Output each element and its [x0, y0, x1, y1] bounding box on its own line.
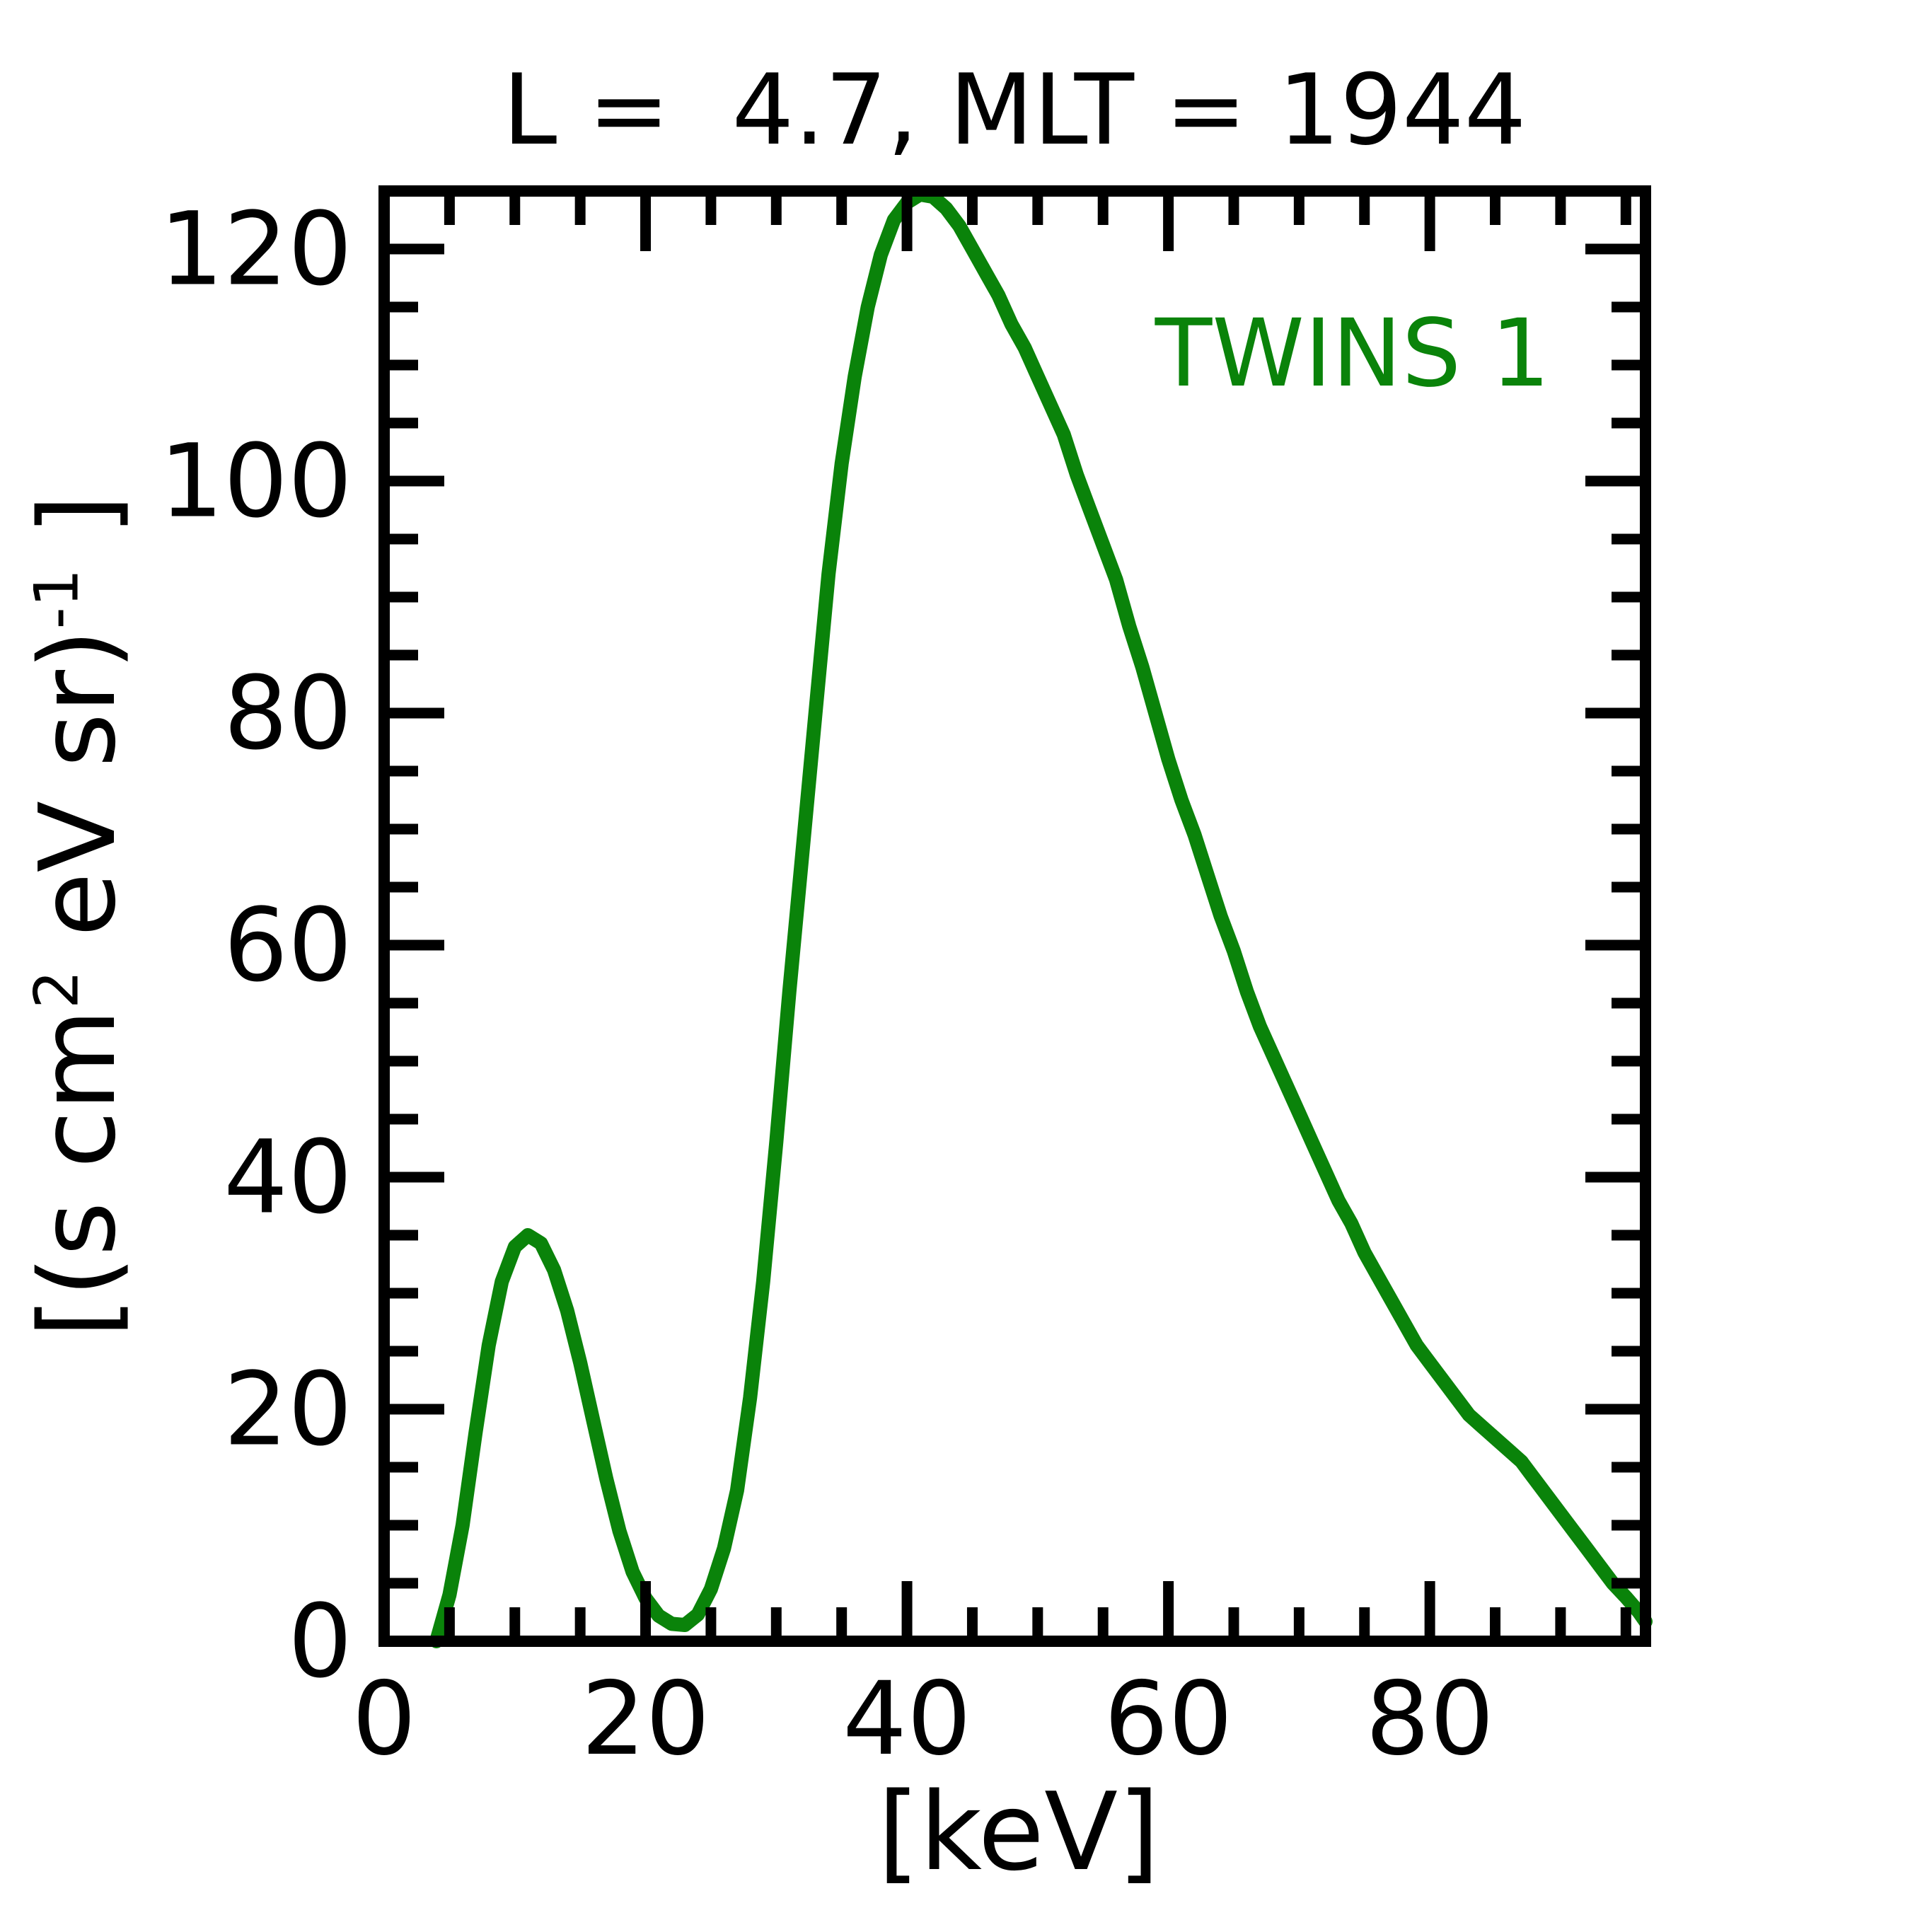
x-tick-label-0: 0 [352, 1660, 417, 1778]
x-tick-label-20: 20 [581, 1660, 710, 1778]
plot-spines [378, 185, 1651, 1647]
figure-title: L = 4.7, MLT = 1944 [502, 53, 1527, 167]
x-tick-label-80: 80 [1365, 1660, 1495, 1778]
y-tick-label-80: 80 [224, 654, 352, 773]
y-tick-label-20: 20 [224, 1350, 352, 1469]
y-tick-label-120: 120 [159, 190, 352, 308]
y-tick-label-40: 40 [224, 1118, 352, 1237]
x-tick-label-40: 40 [843, 1660, 972, 1778]
x-tick-label-60: 60 [1104, 1660, 1233, 1778]
spectrum-curve [429, 187, 1653, 1648]
x-axis-label: [keV] [877, 1769, 1160, 1895]
y-tick-label-100: 100 [159, 422, 352, 540]
legend-label: TWINS 1 [1155, 299, 1551, 408]
y-tick-label-0: 0 [288, 1582, 352, 1701]
y-tick-label-60: 60 [224, 886, 352, 1005]
